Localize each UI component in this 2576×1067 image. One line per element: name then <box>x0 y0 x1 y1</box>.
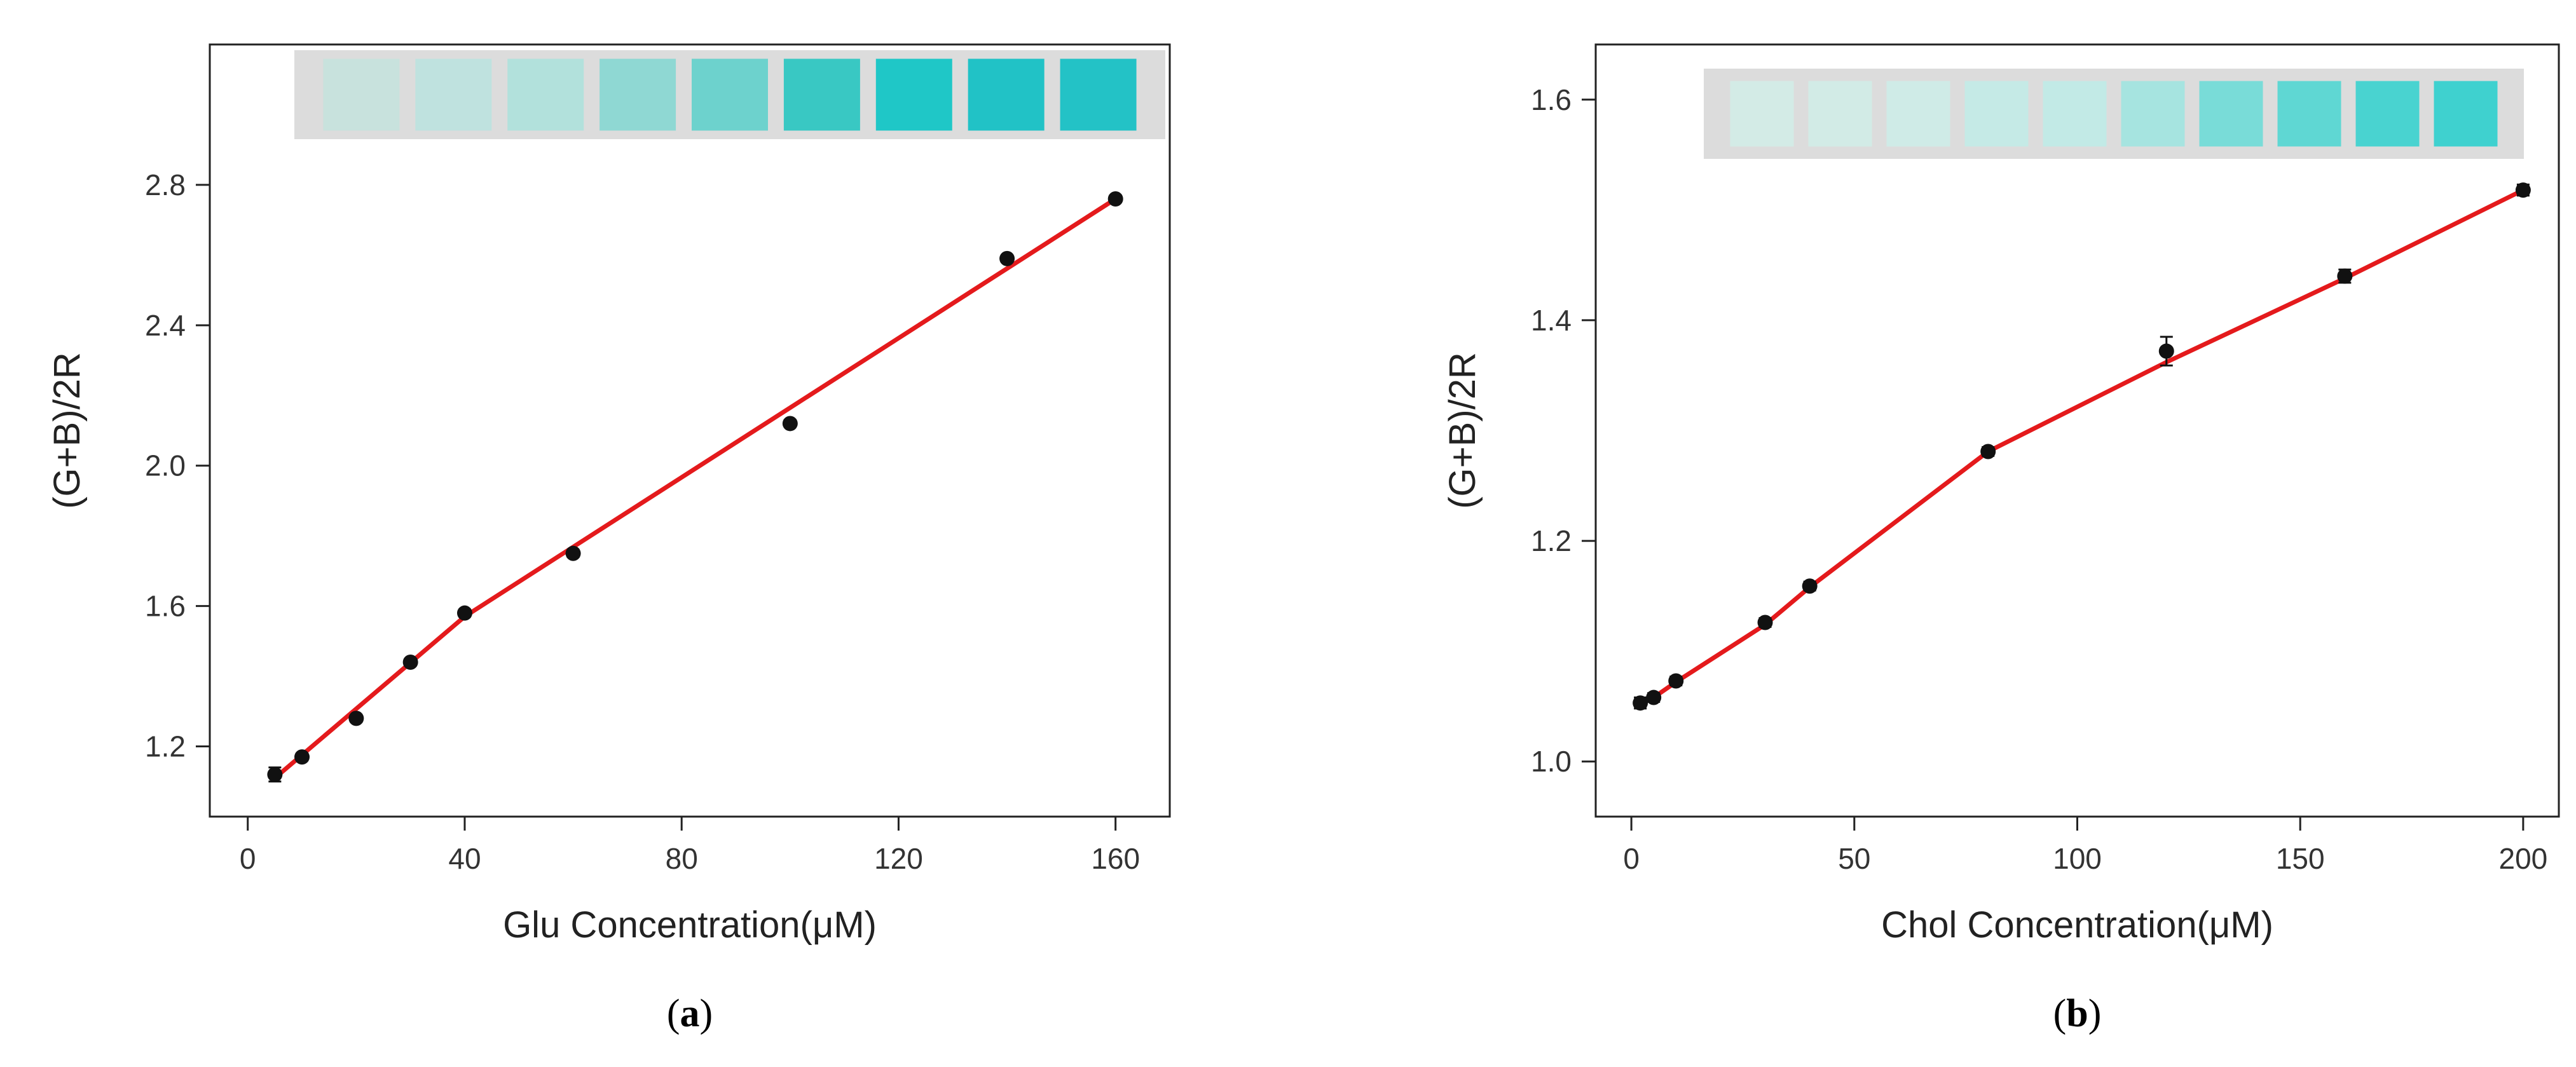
y-axis-title: (G+B)/2R <box>1442 352 1483 509</box>
y-tick-label: 2.8 <box>145 168 186 201</box>
y-axis-title: (G+B)/2R <box>46 352 88 509</box>
x-tick-label: 120 <box>874 842 923 875</box>
color-swatch <box>507 58 584 131</box>
color-swatch <box>2199 81 2263 147</box>
color-swatch <box>1730 81 1794 147</box>
data-point <box>2158 343 2174 359</box>
color-swatch <box>1808 81 1872 147</box>
data-point <box>1646 690 1662 705</box>
color-swatch <box>2434 81 2498 147</box>
color-swatch <box>415 58 492 131</box>
y-tick-label: 1.0 <box>1531 745 1572 778</box>
y-tick-label: 1.2 <box>1531 524 1572 557</box>
x-tick-label: 0 <box>240 842 256 875</box>
x-tick-label: 200 <box>2499 842 2548 875</box>
y-tick-label: 1.2 <box>145 730 186 763</box>
data-point <box>294 749 310 765</box>
panel-label: (a) <box>667 992 713 1035</box>
color-swatch <box>2277 81 2341 147</box>
color-swatch <box>783 58 860 131</box>
fit-line <box>463 197 1117 619</box>
data-point <box>782 416 798 432</box>
y-tick-label: 1.4 <box>1531 304 1572 337</box>
y-tick-label: 2.0 <box>145 449 186 482</box>
x-tick-label: 150 <box>2276 842 2325 875</box>
y-tick-label: 2.4 <box>145 309 186 342</box>
x-tick-label: 80 <box>666 842 698 875</box>
data-point <box>1633 695 1648 711</box>
data-point <box>1107 191 1123 207</box>
plot-frame <box>1594 43 2560 818</box>
panel-label: (b) <box>2053 992 2102 1035</box>
plot-frame <box>209 43 1171 818</box>
color-swatch <box>2043 81 2107 147</box>
chart-panel-a: 0 40 80 120 160 1.2 1.6 2.0 2.4 2.8 Glu Concentrat… <box>46 43 1171 1035</box>
chart-panel-b: 0 50 100 150 200 1.0 1.2 1.4 1.6 Chol Concentrati… <box>1442 43 2560 1035</box>
fit-line <box>1639 187 2525 707</box>
data-point <box>2337 268 2353 284</box>
color-swatch <box>2355 81 2420 147</box>
y-tick-label: 1.6 <box>145 590 186 623</box>
x-axis-title: Glu Concentration(μM) <box>503 904 877 946</box>
x-axis-title: Chol Concentration(μM) <box>1881 904 2273 946</box>
data-point <box>456 605 472 621</box>
x-tick-label: 40 <box>448 842 481 875</box>
color-swatch <box>1964 81 2029 147</box>
color-swatch <box>2121 81 2185 147</box>
data-point <box>565 545 581 561</box>
color-swatch <box>599 58 676 131</box>
data-point <box>402 655 418 670</box>
data-point <box>1757 615 1773 630</box>
data-point <box>2515 182 2531 198</box>
data-point <box>1980 444 1996 459</box>
x-tick-label: 0 <box>1623 842 1640 875</box>
data-point <box>1802 578 1818 594</box>
color-swatch <box>1886 81 1950 147</box>
color-swatch <box>1060 58 1137 131</box>
color-swatch <box>692 58 768 131</box>
color-swatch <box>323 58 400 131</box>
color-swatch <box>968 58 1045 131</box>
data-point <box>999 250 1015 266</box>
x-tick-label: 100 <box>2053 842 2102 875</box>
y-tick-label: 1.6 <box>1531 83 1572 116</box>
data-point <box>348 710 364 726</box>
data-point <box>267 766 283 782</box>
data-point <box>1668 673 1684 689</box>
color-swatch <box>875 58 952 131</box>
x-tick-label: 160 <box>1091 842 1140 875</box>
x-tick-label: 50 <box>1838 842 1870 875</box>
